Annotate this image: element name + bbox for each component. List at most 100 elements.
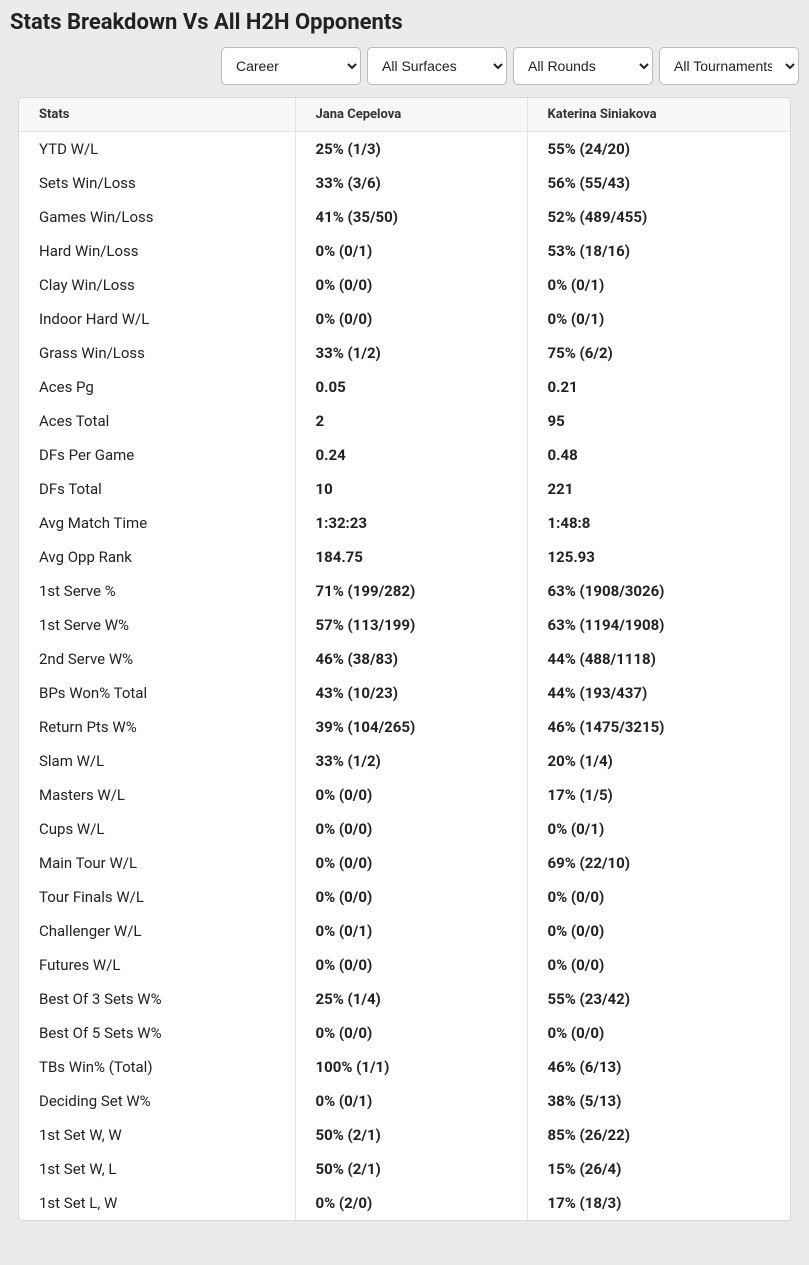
stat-label: Best Of 3 Sets W%	[19, 982, 295, 1016]
table-row: Return Pts W%39% (104/265)46% (1475/3215…	[19, 710, 790, 744]
stat-value: 57% (113/199)	[295, 608, 527, 642]
table-row: Slam W/L33% (1/2)20% (1/4)	[19, 744, 790, 778]
table-row: Best Of 3 Sets W%25% (1/4)55% (23/42)	[19, 982, 790, 1016]
table-row: Deciding Set W%0% (0/1)38% (5/13)	[19, 1084, 790, 1118]
stat-label: Main Tour W/L	[19, 846, 295, 880]
stat-value: 46% (1475/3215)	[527, 710, 790, 744]
table-row: Aces Total295	[19, 404, 790, 438]
stat-value: 0% (0/1)	[527, 812, 790, 846]
stat-value: 46% (6/13)	[527, 1050, 790, 1084]
stat-value: 85% (26/22)	[527, 1118, 790, 1152]
col-header-player1: Jana Cepelova	[295, 98, 527, 132]
col-header-stats: Stats	[19, 98, 295, 132]
stat-value: 71% (199/282)	[295, 574, 527, 608]
page-title: Stats Breakdown Vs All H2H Opponents	[0, 0, 809, 47]
stat-value: 0% (0/0)	[295, 302, 527, 336]
table-row: Challenger W/L0% (0/1)0% (0/0)	[19, 914, 790, 948]
stat-label: YTD W/L	[19, 132, 295, 167]
stat-label: Sets Win/Loss	[19, 166, 295, 200]
surface-select[interactable]: All Surfaces	[367, 47, 507, 85]
stat-label: Futures W/L	[19, 948, 295, 982]
stat-value: 2	[295, 404, 527, 438]
stat-label: Indoor Hard W/L	[19, 302, 295, 336]
table-row: Masters W/L0% (0/0)17% (1/5)	[19, 778, 790, 812]
career-select[interactable]: Career	[221, 47, 361, 85]
table-row: Indoor Hard W/L0% (0/0)0% (0/1)	[19, 302, 790, 336]
stat-label: Aces Pg	[19, 370, 295, 404]
stat-value: 33% (1/2)	[295, 744, 527, 778]
stat-value: 44% (488/1118)	[527, 642, 790, 676]
stat-value: 0% (0/0)	[295, 812, 527, 846]
filter-bar: Career All Surfaces All Rounds All Tourn…	[0, 47, 809, 97]
stat-value: 56% (55/43)	[527, 166, 790, 200]
stat-value: 100% (1/1)	[295, 1050, 527, 1084]
stat-value: 63% (1194/1908)	[527, 608, 790, 642]
stats-table-container: Stats Jana Cepelova Katerina Siniakova Y…	[18, 97, 791, 1221]
stat-value: 46% (38/83)	[295, 642, 527, 676]
table-row: 1st Set W, W50% (2/1)85% (26/22)	[19, 1118, 790, 1152]
table-row: Main Tour W/L0% (0/0)69% (22/10)	[19, 846, 790, 880]
table-row: Grass Win/Loss33% (1/2)75% (6/2)	[19, 336, 790, 370]
stat-value: 221	[527, 472, 790, 506]
stat-value: 0% (0/0)	[295, 1016, 527, 1050]
stat-value: 33% (1/2)	[295, 336, 527, 370]
stat-label: Avg Opp Rank	[19, 540, 295, 574]
stat-value: 53% (18/16)	[527, 234, 790, 268]
stat-value: 0% (0/0)	[295, 268, 527, 302]
table-row: Games Win/Loss41% (35/50)52% (489/455)	[19, 200, 790, 234]
table-row: Clay Win/Loss0% (0/0)0% (0/1)	[19, 268, 790, 302]
stat-label: Cups W/L	[19, 812, 295, 846]
stat-value: 75% (6/2)	[527, 336, 790, 370]
table-row: Avg Match Time1:32:231:48:8	[19, 506, 790, 540]
stat-value: 44% (193/437)	[527, 676, 790, 710]
stat-value: 1:32:23	[295, 506, 527, 540]
table-row: Aces Pg0.050.21	[19, 370, 790, 404]
stats-table: Stats Jana Cepelova Katerina Siniakova Y…	[19, 98, 790, 1220]
stat-value: 0% (0/1)	[295, 914, 527, 948]
table-row: Sets Win/Loss33% (3/6)56% (55/43)	[19, 166, 790, 200]
stat-value: 20% (1/4)	[527, 744, 790, 778]
stat-label: Grass Win/Loss	[19, 336, 295, 370]
stat-value: 43% (10/23)	[295, 676, 527, 710]
table-row: Futures W/L0% (0/0)0% (0/0)	[19, 948, 790, 982]
stat-label: Best Of 5 Sets W%	[19, 1016, 295, 1050]
stat-value: 0.48	[527, 438, 790, 472]
stat-value: 95	[527, 404, 790, 438]
stat-value: 0% (0/1)	[527, 302, 790, 336]
stat-label: Games Win/Loss	[19, 200, 295, 234]
stat-value: 50% (2/1)	[295, 1152, 527, 1186]
stat-label: Masters W/L	[19, 778, 295, 812]
stat-label: Hard Win/Loss	[19, 234, 295, 268]
stat-value: 125.93	[527, 540, 790, 574]
round-select[interactable]: All Rounds	[513, 47, 653, 85]
stat-label: DFs Total	[19, 472, 295, 506]
stat-value: 0% (0/0)	[295, 948, 527, 982]
stat-value: 1:48:8	[527, 506, 790, 540]
table-row: Tour Finals W/L0% (0/0)0% (0/0)	[19, 880, 790, 914]
stat-label: Avg Match Time	[19, 506, 295, 540]
tournament-select[interactable]: All Tournaments	[659, 47, 799, 85]
stat-value: 0% (0/0)	[295, 880, 527, 914]
stat-value: 0.05	[295, 370, 527, 404]
stat-value: 50% (2/1)	[295, 1118, 527, 1152]
stat-label: 1st Set W, L	[19, 1152, 295, 1186]
stat-value: 0% (2/0)	[295, 1186, 527, 1220]
stat-value: 63% (1908/3026)	[527, 574, 790, 608]
stat-value: 0% (0/0)	[527, 1016, 790, 1050]
table-row: Avg Opp Rank184.75125.93	[19, 540, 790, 574]
stat-label: Aces Total	[19, 404, 295, 438]
stat-value: 55% (23/42)	[527, 982, 790, 1016]
stat-value: 0% (0/0)	[295, 846, 527, 880]
stat-value: 0.21	[527, 370, 790, 404]
col-header-player2: Katerina Siniakova	[527, 98, 790, 132]
stat-value: 15% (26/4)	[527, 1152, 790, 1186]
stat-label: 1st Serve %	[19, 574, 295, 608]
stat-value: 0% (0/1)	[295, 1084, 527, 1118]
stat-label: Deciding Set W%	[19, 1084, 295, 1118]
stat-value: 0% (0/0)	[527, 948, 790, 982]
stat-value: 0% (0/0)	[527, 914, 790, 948]
stat-value: 69% (22/10)	[527, 846, 790, 880]
stat-value: 33% (3/6)	[295, 166, 527, 200]
table-row: 1st Serve %71% (199/282)63% (1908/3026)	[19, 574, 790, 608]
stat-value: 52% (489/455)	[527, 200, 790, 234]
